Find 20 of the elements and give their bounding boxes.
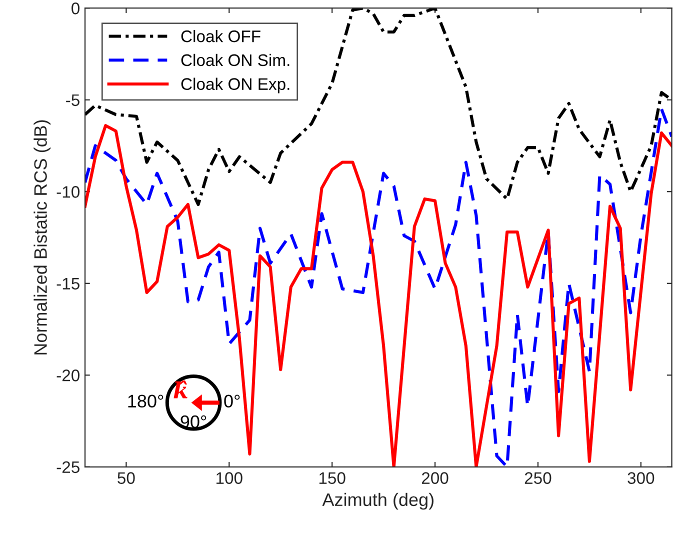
x-axis-title: Azimuth (deg): [322, 492, 434, 510]
y-tick-label: -5: [66, 94, 80, 106]
x-tick-label: 200: [422, 472, 448, 484]
y-axis-title: Normalized Bistatic RCS (dB): [34, 120, 51, 354]
x-tick-label: 50: [118, 472, 135, 484]
y-tick-label: 0: [72, 2, 80, 14]
annotation: 0°: [224, 394, 240, 408]
x-tick-label: 100: [216, 472, 242, 484]
y-tick-label: -25: [56, 461, 80, 474]
legend-label: Cloak ON Exp.: [181, 78, 290, 94]
annotation: k̂: [174, 380, 188, 398]
x-tick-label: 300: [628, 472, 654, 484]
annotation: 180°: [128, 394, 164, 408]
x-tick-label: 150: [319, 472, 346, 484]
y-tick-label: -20: [56, 370, 80, 382]
legend-label: Cloak ON Sim.: [181, 54, 290, 66]
x-tick-label: 250: [524, 472, 552, 484]
y-tick-label: -15: [56, 278, 80, 290]
legend-label: Cloak OFF: [181, 30, 260, 42]
y-tick-label: -10: [56, 186, 80, 198]
